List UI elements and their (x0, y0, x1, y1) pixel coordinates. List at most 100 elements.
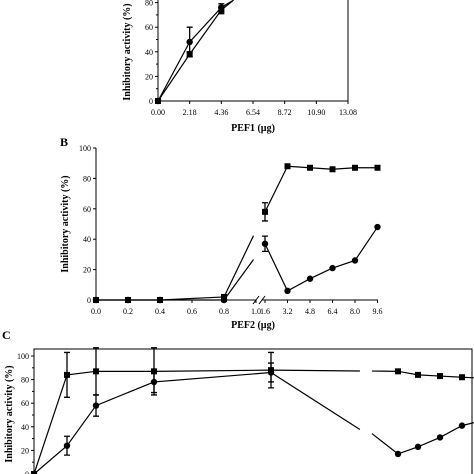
x-tick-label: 8.72 (278, 108, 292, 117)
y-tick-label: 20 (83, 266, 91, 275)
x-tick-label: 0.6 (187, 307, 197, 316)
series-square-point (352, 164, 358, 171)
panel-c-axes (33, 348, 473, 474)
panel-a-axes (157, 0, 349, 102)
series-circle-line-right (264, 226, 378, 292)
x-tick-label: 3.2 (283, 307, 293, 316)
series-circle-point (306, 275, 314, 282)
x-tick-label: 0.4 (155, 307, 165, 316)
y-tick-label: 100 (17, 352, 29, 361)
series-square-point (307, 164, 313, 171)
y-tick-label: 0 (149, 97, 153, 106)
series-square-line-right (264, 165, 378, 213)
panel-b: B 0 20 40 60 80 100 0.0 0.2 0.4 0.6 0.8 1.0 1.6 3.2 4… (60, 135, 383, 331)
panel-a-y-ticks: 0 20 40 60 80 (145, 0, 158, 106)
y-tick-label: 80 (21, 376, 29, 385)
series-circle-point (374, 223, 381, 231)
y-tick-label: 0 (87, 296, 91, 305)
series-circle-point (124, 296, 132, 304)
x-tick-label: 10.90 (307, 108, 325, 117)
panel-b-letter: B (60, 135, 68, 149)
series-circle-point (63, 442, 71, 449)
x-tick-label: 9.6 (373, 307, 383, 316)
x-tick-label: 2.18 (183, 108, 197, 117)
panel-c: C 0 20 40 60 80 100 Inhibitory activity (%) (2, 328, 474, 474)
series-circle-point (351, 257, 359, 264)
y-tick-label: 60 (83, 205, 91, 214)
series-circle-point (267, 369, 275, 376)
series-circle-point (92, 402, 100, 409)
x-tick-label: 0.0 (91, 307, 101, 316)
panel-a-series (154, 0, 234, 105)
panel-b-y-ticks: 0 20 40 60 80 100 (79, 144, 96, 305)
panel-a-ylabel: Inhibitory activity (%) (122, 3, 133, 100)
panel-c-ylabel: Inhibitory activity (%) (4, 365, 15, 462)
series-square-point (395, 368, 401, 375)
series-square-point (459, 374, 465, 381)
series-circle-point (414, 443, 422, 451)
y-tick-label: 40 (21, 423, 29, 432)
y-tick-label: 40 (83, 235, 91, 244)
x-tick-label: 1.0 (251, 307, 261, 316)
series-square-point (64, 371, 70, 378)
series-circle-point (150, 378, 158, 386)
y-tick-label: 80 (145, 0, 153, 8)
panel-c-letter: C (2, 328, 11, 342)
series-circle-point (394, 450, 402, 458)
x-tick-label: 13.08 (339, 108, 357, 117)
panel-a: 0 20 40 60 80 0.00 2.18 4.36 6.54 8.72 10.90 13.08… (122, 0, 357, 134)
series-circle-line (157, 0, 234, 102)
series-square-point (93, 368, 99, 375)
x-tick-label: 6.4 (328, 307, 338, 316)
y-tick-label: 60 (145, 23, 153, 32)
y-tick-label: 100 (79, 144, 91, 153)
y-tick-label: 0 (25, 470, 29, 474)
y-tick-label: 40 (145, 48, 153, 57)
series-square-point (437, 373, 443, 380)
panel-b-x-ticks: 0.0 0.2 0.4 0.6 0.8 1.0 1.6 3.2 4.8 6.4 8.0 9.6 (91, 300, 383, 316)
series-circle-line-resume (371, 433, 399, 455)
x-tick-label: 0.2 (123, 307, 133, 316)
y-tick-label: 20 (21, 446, 29, 455)
y-tick-label: 20 (145, 72, 153, 81)
panel-b-ylabel: Inhibitory activity (%) (60, 175, 71, 272)
series-square-point (186, 51, 193, 58)
x-tick-label: 0.00 (151, 108, 165, 117)
series-circle-line-break (270, 372, 361, 431)
panel-b-axes (95, 148, 378, 301)
panel-a-xlabel: PEF1 (µg) (231, 123, 275, 134)
x-tick-label: 1.6 (260, 307, 270, 316)
panel-c-series (30, 347, 474, 474)
series-square-line-break (223, 235, 255, 298)
series-circle-point (458, 422, 466, 429)
series-square-point (262, 208, 268, 215)
y-tick-label: 80 (83, 174, 91, 183)
series-circle-line-left (33, 371, 272, 474)
panel-c-y-ticks: 0 20 40 60 80 100 (17, 352, 34, 474)
series-square-line-break (270, 369, 360, 372)
series-square-point (374, 164, 381, 171)
x-tick-label: 4.8 (305, 307, 315, 316)
panel-b-xlabel: PEF2 (µg) (231, 320, 275, 331)
x-tick-label: 0.8 (219, 307, 229, 316)
panel-c-frame (33, 348, 473, 474)
series-circle-point (30, 470, 38, 474)
x-tick-label: 8.0 (350, 307, 360, 316)
series-circle-line-break (223, 259, 255, 301)
series-square-point (415, 371, 421, 378)
series-square-point (218, 6, 225, 13)
series-circle-point (436, 434, 444, 441)
series-circle-point (284, 287, 291, 295)
series-circle-point (186, 38, 193, 46)
y-tick-label: 60 (21, 399, 29, 408)
series-square-point (155, 98, 161, 104)
series-circle-point (156, 296, 164, 304)
series-circle-point (261, 240, 269, 247)
series-square-line (157, 0, 234, 102)
x-tick-label: 4.36 (214, 108, 228, 117)
panel-b-series (92, 163, 381, 304)
series-square-line-left (33, 369, 272, 474)
series-square-point (284, 163, 291, 170)
series-circle-point (329, 264, 336, 272)
